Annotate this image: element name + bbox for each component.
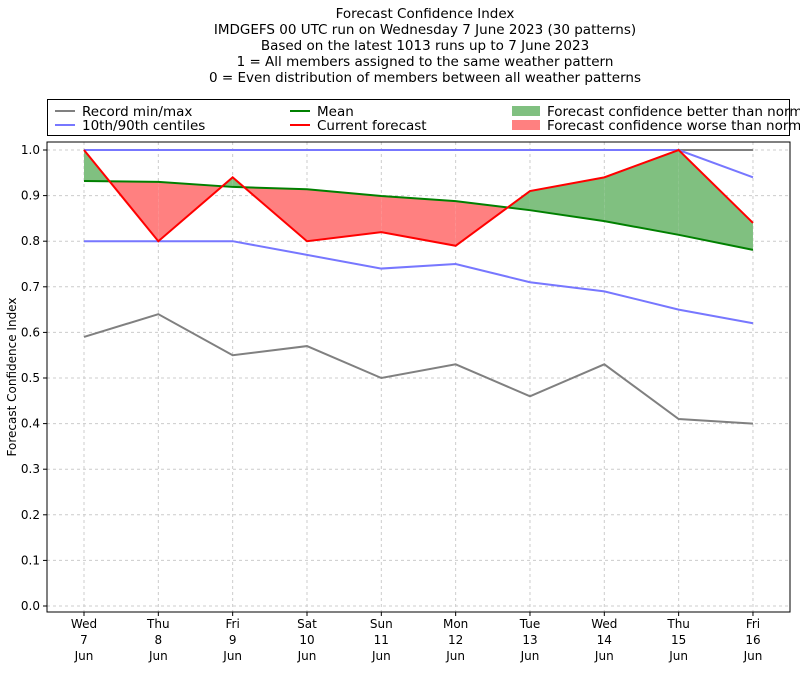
x-tick-label: 15 (671, 633, 686, 647)
x-tick-label: Jun (743, 649, 763, 663)
series-lines (83, 148, 754, 425)
x-tick-label: Jun (371, 649, 391, 663)
title-line: IMDGEFS 00 UTC run on Wednesday 7 June 2… (214, 22, 636, 38)
x-tick-label: Jun (297, 649, 317, 663)
x-tick-label: Jun (445, 649, 465, 663)
x-tick-label: Jun (594, 649, 614, 663)
y-tick-label: 0.0 (21, 599, 40, 613)
x-tick-label: Sun (370, 617, 393, 631)
title-line: 0 = Even distribution of members between… (209, 70, 641, 86)
x-tick-label: Jun (148, 649, 168, 663)
confidence-fills (84, 150, 753, 250)
x-tick-label: 11 (374, 633, 389, 647)
y-tick-label: 0.2 (21, 508, 40, 522)
plot-frame (46, 141, 791, 613)
worse-fill (381, 196, 456, 246)
y-tick-label: 0.4 (21, 417, 40, 431)
legend-label: 10th/90th centiles (82, 118, 205, 134)
legend-label: Forecast confidence worse than normal (547, 118, 800, 134)
x-tick-label: Sat (297, 617, 317, 631)
x-tick-label: Wed (71, 617, 97, 631)
title-line: Based on the latest 1013 runs up to 7 Ju… (261, 38, 589, 54)
x-tick-label: 12 (448, 633, 463, 647)
x-tick-label: Wed (591, 617, 617, 631)
worse-fill (306, 189, 382, 242)
x-tick-label: 16 (745, 633, 760, 647)
x-tick-label: Fri (746, 617, 760, 631)
x-tick-label: 7 (80, 633, 88, 647)
legend-box (47, 99, 790, 136)
x-tick-label: Mon (443, 617, 468, 631)
legend-swatch-patch (512, 120, 540, 130)
legend-label: Mean (317, 104, 354, 120)
y-tick-label: 1.0 (21, 143, 40, 157)
worse-fill (455, 201, 508, 246)
x-tick-label: Jun (520, 649, 540, 663)
legend: Record min/max Mean Forecast confidence be… (47, 99, 800, 136)
y-axis-label: Forecast Confidence Index (5, 298, 19, 457)
x-tick-label: Jun (74, 649, 94, 663)
centile-90-line (84, 149, 754, 179)
y-tick-label: 0.1 (21, 553, 40, 567)
x-tick-label: 10 (299, 633, 314, 647)
x-tick-label: Tue (519, 617, 541, 631)
x-tick-label: Fri (226, 617, 240, 631)
y-tick-label: 0.8 (21, 234, 40, 248)
y-tick-label: 0.3 (21, 462, 40, 476)
x-tick-label: 8 (155, 633, 163, 647)
mean-line (83, 180, 754, 251)
record-min-line (83, 313, 754, 425)
x-axis: Wed 7 Jun Thu 8 Jun Fri 9 Jun Sat 10 Jun Sun 11 Jun Mon… (71, 612, 762, 663)
centile-10-line (84, 240, 754, 325)
title-line: 1 = All members assigned to the same wea… (237, 54, 614, 70)
title-line: Forecast Confidence Index (336, 6, 515, 22)
y-tick-label: 0.7 (21, 280, 40, 294)
better-fill (678, 150, 753, 250)
legend-label: Forecast confidence better than normal (547, 104, 800, 120)
x-tick-label: Jun (668, 649, 688, 663)
y-tick-label: 0.9 (21, 189, 40, 203)
x-tick-label: Thu (666, 617, 690, 631)
legend-label: Current forecast (317, 118, 427, 134)
x-tick-label: Thu (146, 617, 170, 631)
x-tick-label: 14 (597, 633, 612, 647)
x-tick-label: 9 (229, 633, 237, 647)
y-tick-label: 0.5 (21, 371, 40, 385)
legend-label: Record min/max (82, 104, 192, 120)
x-tick-label: Jun (222, 649, 242, 663)
y-axis: 0.0 0.1 0.2 0.3 0.4 0.5 0.6 0.7 0.8 0.9 1.0 (21, 143, 47, 613)
legend-swatch-patch (512, 106, 540, 116)
y-tick-label: 0.6 (21, 325, 40, 339)
current-forecast-line (83, 148, 754, 247)
x-tick-label: 13 (522, 633, 537, 647)
